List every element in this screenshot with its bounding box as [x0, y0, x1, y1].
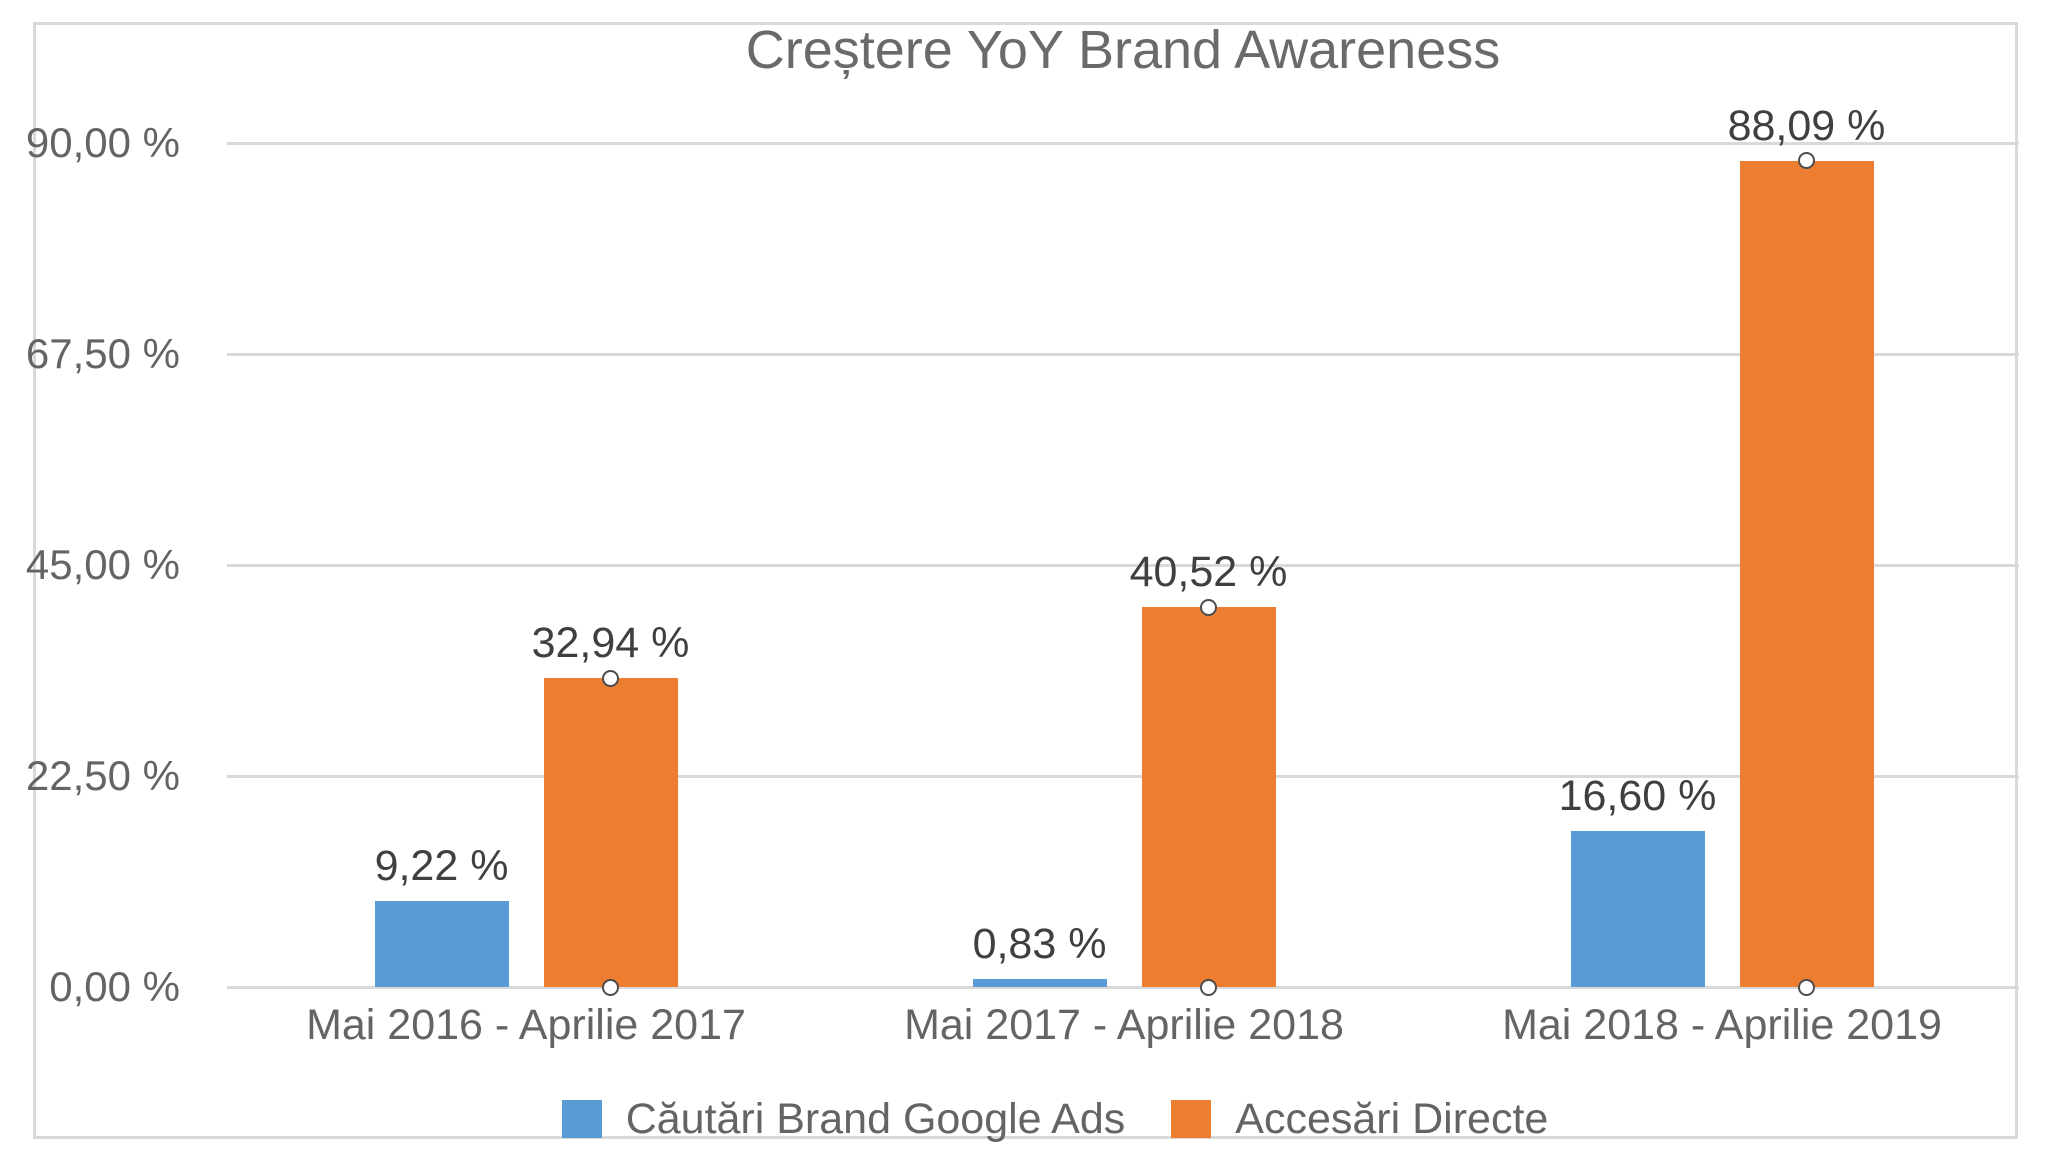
y-tick-label: 0,00 % — [49, 963, 180, 1010]
top-endpoint-marker-cat1[interactable] — [1200, 598, 1217, 616]
bottom-endpoint-marker-cat0[interactable] — [602, 978, 619, 996]
category-label-0: Mai 2016 - Aprilie 2017 — [306, 1001, 746, 1049]
legend-label: Accesări Directe — [1235, 1095, 1549, 1143]
y-tick-label: 67,50 % — [25, 330, 180, 377]
legend-item-1[interactable]: Accesări Directe — [1171, 1096, 1548, 1142]
bar-series1-cat0[interactable] — [543, 678, 678, 987]
bar-series1-cat2[interactable] — [1739, 160, 1874, 987]
gridline-0 — [227, 985, 2019, 989]
category-label-1: Mai 2017 - Aprilie 2018 — [904, 1001, 1344, 1049]
data-label-series1-cat2: 88,09 % — [1727, 101, 1886, 150]
gridline-90 — [227, 141, 2019, 145]
bar-series0-cat2[interactable] — [1570, 831, 1705, 987]
data-label-series0-cat0: 9,22 % — [374, 841, 509, 890]
bar-series0-cat0[interactable] — [374, 900, 509, 987]
y-tick-label: 45,00 % — [25, 541, 180, 588]
bottom-endpoint-marker-cat2[interactable] — [1798, 978, 1815, 996]
legend-item-0[interactable]: Căutări Brand Google Ads — [561, 1095, 1126, 1143]
data-label-series1-cat0: 32,94 % — [531, 619, 690, 668]
bar-series0-cat1[interactable] — [972, 979, 1107, 987]
chart-title: Creștere YoY Brand Awareness — [745, 20, 1501, 80]
legend: Căutări Brand Google Ads Accesări Directe — [61, 1096, 2048, 1142]
data-label-series1-cat1: 40,52 % — [1129, 548, 1288, 596]
category-label-2: Mai 2018 - Aprilie 2019 — [1502, 1001, 1942, 1049]
chart-frame — [33, 22, 2018, 1139]
legend-swatch-icon — [561, 1100, 602, 1138]
gridline-45 — [227, 563, 2019, 567]
data-label-series0-cat1: 0,83 % — [972, 920, 1107, 969]
bottom-endpoint-marker-cat1[interactable] — [1200, 978, 1217, 996]
gridline-67.5 — [227, 352, 2019, 356]
data-label-series0-cat2: 16,60 % — [1558, 772, 1717, 821]
gridline-22.5 — [227, 774, 2019, 778]
legend-label: Căutări Brand Google Ads — [625, 1095, 1126, 1143]
bar-series1-cat1[interactable] — [1141, 607, 1276, 987]
y-tick-label: 90,00 % — [25, 119, 180, 166]
legend-swatch-icon — [1171, 1100, 1212, 1138]
y-tick-label: 22,50 % — [25, 752, 180, 799]
top-endpoint-marker-cat2[interactable] — [1798, 152, 1815, 170]
top-endpoint-marker-cat0[interactable] — [602, 669, 619, 687]
